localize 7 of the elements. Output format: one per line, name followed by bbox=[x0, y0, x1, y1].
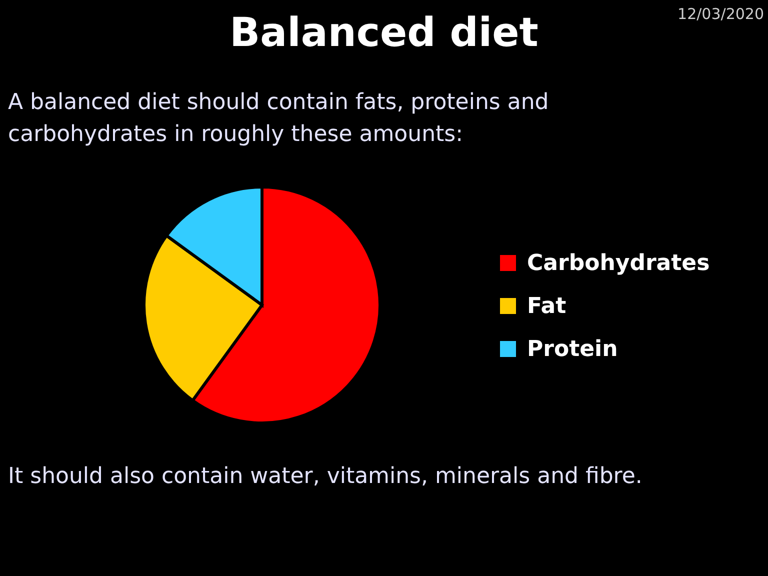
chart-subtitle: A balanced diet should contain fats, proteins and carbohydrates in roughly these amounts: bbox=[8, 90, 549, 147]
legend-label: Carbohydrates bbox=[527, 251, 710, 276]
legend-label: Fat bbox=[527, 294, 567, 319]
legend-label: Protein bbox=[527, 337, 618, 362]
chart-title: Balanced diet bbox=[230, 10, 538, 56]
text: 12/03/2020 bbox=[678, 5, 764, 23]
text: It should also contain water, vitamins, minerals and fibre. bbox=[8, 464, 642, 489]
